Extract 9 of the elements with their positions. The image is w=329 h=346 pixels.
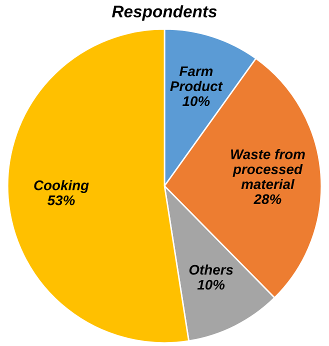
slice-label: Farm Product: [170, 66, 223, 92]
data-label: 10%: [197, 280, 225, 290]
slice-label: Waste from processed material: [231, 149, 305, 190]
slice-label: Cooking: [34, 180, 89, 194]
data-label: 53%: [48, 195, 75, 206]
slice-label: Others: [189, 264, 233, 275]
chart-title: Respondents: [112, 5, 217, 21]
data-label: 28%: [254, 194, 282, 204]
data-label: 10%: [182, 96, 210, 106]
